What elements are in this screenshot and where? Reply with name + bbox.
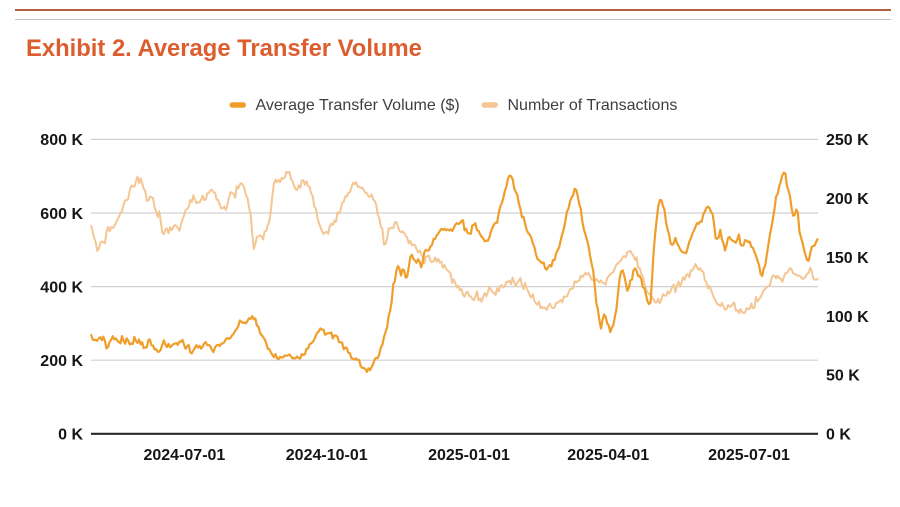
svg-text:2025-01-01: 2025-01-01 <box>428 447 510 464</box>
svg-text:200 K: 200 K <box>826 191 869 208</box>
svg-text:0 K: 0 K <box>58 427 83 444</box>
svg-text:600 K: 600 K <box>40 206 83 223</box>
svg-text:400 K: 400 K <box>40 279 83 296</box>
svg-text:150 K: 150 K <box>826 250 869 267</box>
svg-text:2024-10-01: 2024-10-01 <box>286 447 368 464</box>
svg-text:2025-07-01: 2025-07-01 <box>708 447 790 464</box>
svg-text:50 K: 50 K <box>826 368 860 385</box>
svg-text:Average Transfer Volume ($): Average Transfer Volume ($) <box>256 97 460 114</box>
svg-text:100 K: 100 K <box>826 309 869 326</box>
svg-text:Number of Transactions: Number of Transactions <box>508 97 678 114</box>
svg-text:200 K: 200 K <box>40 353 83 370</box>
svg-text:2024-07-01: 2024-07-01 <box>143 447 225 464</box>
svg-text:0 K: 0 K <box>826 427 851 444</box>
svg-text:250 K: 250 K <box>826 132 869 149</box>
svg-text:800 K: 800 K <box>40 132 83 149</box>
svg-text:2025-04-01: 2025-04-01 <box>567 447 649 464</box>
